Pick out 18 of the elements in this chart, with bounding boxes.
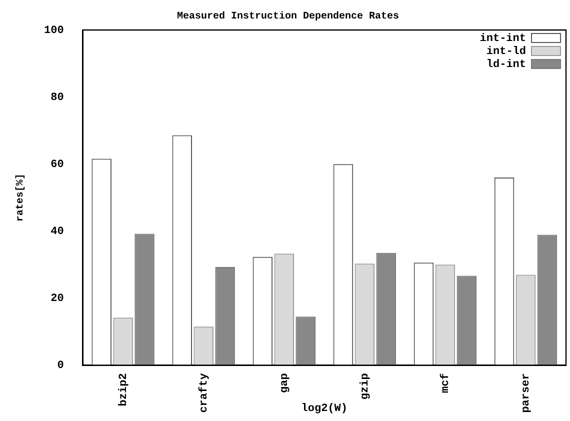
y-tick-label: 0 xyxy=(57,360,64,372)
legend-label: ld-int xyxy=(486,58,526,71)
y-tick-label: 20 xyxy=(50,292,64,305)
x-tick-label: mcf xyxy=(438,372,452,394)
x-tick-label: bzip2 xyxy=(118,373,130,406)
y-tick-label: 60 xyxy=(50,158,64,171)
x-tick-label: gap xyxy=(278,372,291,394)
x-tick-label: crafty xyxy=(197,372,210,413)
x-tick-label: parser xyxy=(520,373,532,413)
y-tick-label: 40 xyxy=(50,226,64,238)
chart-title: Measured Instruction Dependence Rates xyxy=(176,10,400,23)
legend-label: int-ld xyxy=(486,46,526,58)
x-axis-title: log2(W) xyxy=(301,403,348,416)
legend-label: int-int xyxy=(480,32,526,45)
y-axis-title: rates[%] xyxy=(14,174,27,222)
y-tick-label: 100 xyxy=(44,24,64,37)
x-tick-label: gzip xyxy=(359,372,372,400)
y-tick-label: 80 xyxy=(50,92,64,104)
